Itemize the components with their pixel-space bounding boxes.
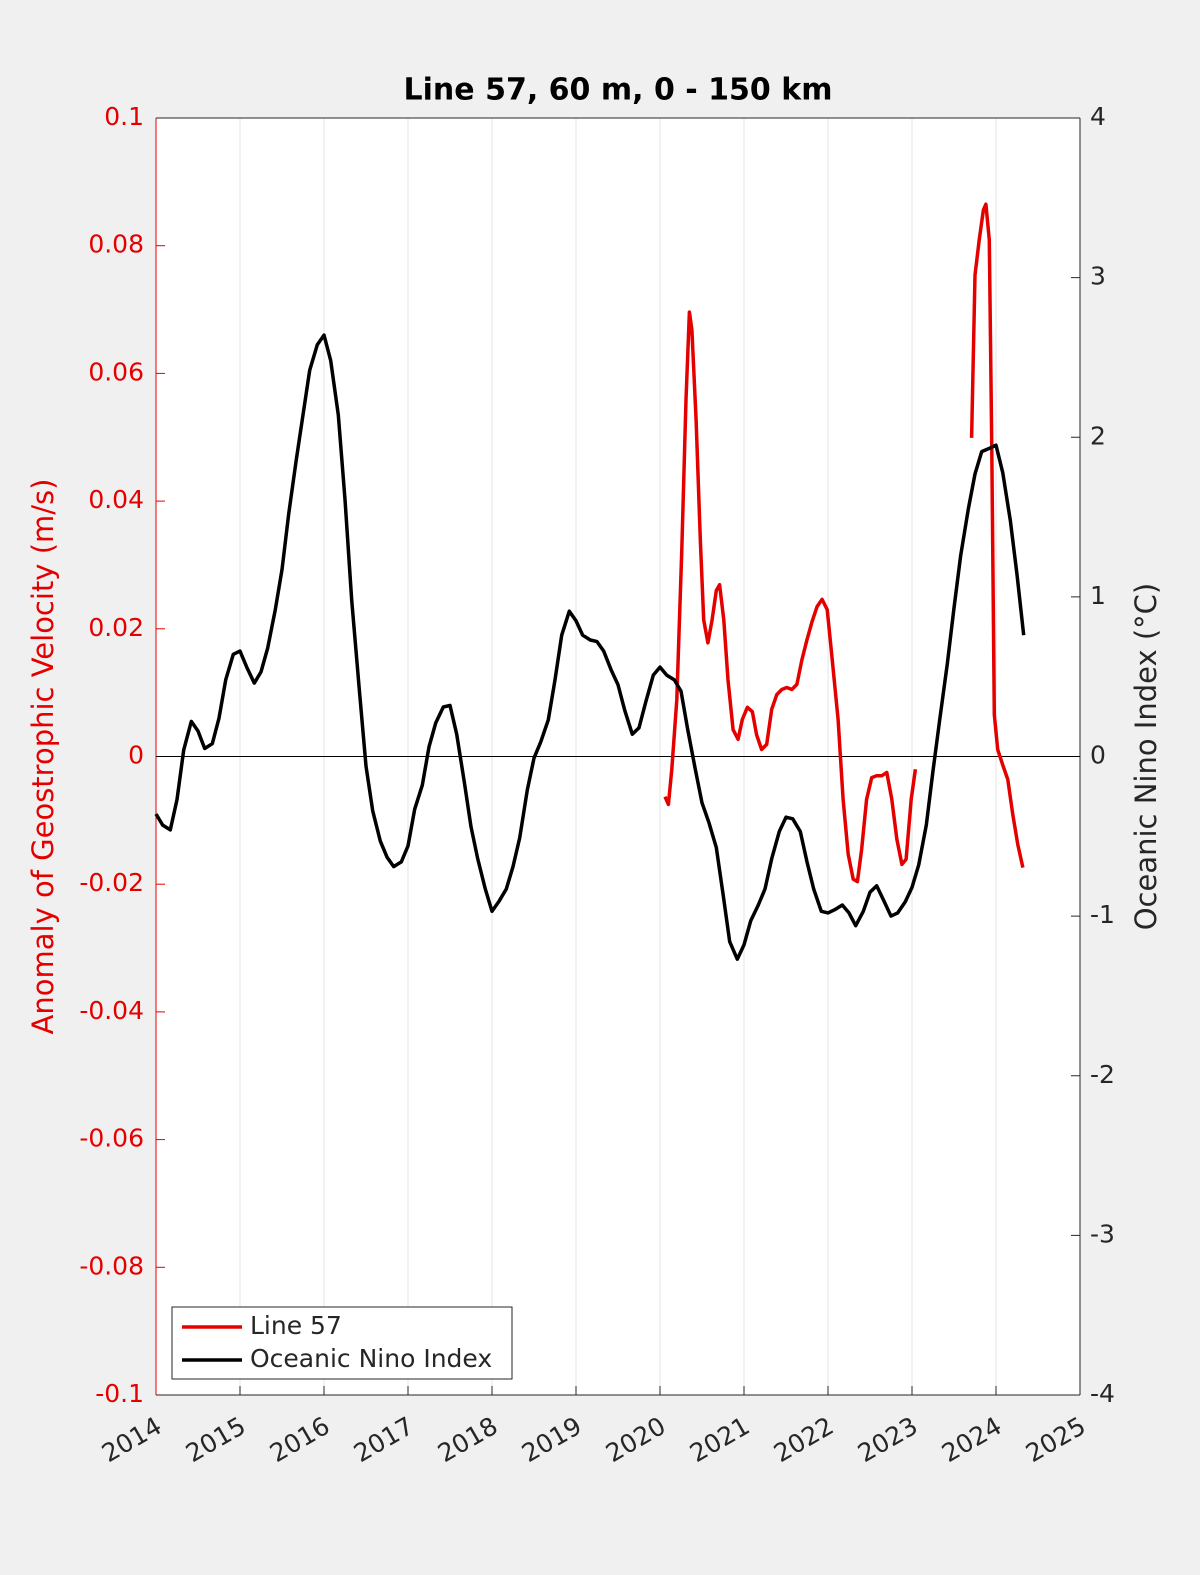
y2-tick-label: 3 xyxy=(1090,262,1106,291)
y-tick-label: 0 xyxy=(128,741,144,770)
x-tick-label: 2019 xyxy=(517,1411,587,1468)
legend-label: Oceanic Nino Index xyxy=(250,1344,492,1373)
chart-title: Line 57, 60 m, 0 - 150 km xyxy=(404,73,833,108)
y2-tick-label: -2 xyxy=(1090,1060,1115,1089)
x-tick-label: 2018 xyxy=(433,1411,503,1468)
x-tick-label: 2023 xyxy=(853,1411,923,1468)
data-line xyxy=(154,333,1026,961)
x-tick-label: 2022 xyxy=(769,1411,839,1468)
y-tick-label: 0.08 xyxy=(88,230,144,259)
x-tick-label: 2025 xyxy=(1021,1411,1091,1468)
y2-tick-label: 4 xyxy=(1090,102,1106,131)
x-tick-label: 2024 xyxy=(937,1411,1007,1468)
y-tick-label: 0.04 xyxy=(88,485,144,514)
y2-tick-label: -4 xyxy=(1090,1379,1115,1408)
y-tick-label: -0.06 xyxy=(79,1124,144,1153)
y-tick-label: 0.02 xyxy=(88,613,144,642)
y2-tick-label: 1 xyxy=(1090,581,1106,610)
y2-tick-label: -3 xyxy=(1090,1219,1115,1248)
y-tick-label: 0.06 xyxy=(88,357,144,386)
data-line xyxy=(663,202,1025,884)
y2-tick-label: 2 xyxy=(1090,421,1106,450)
legend-label: Line 57 xyxy=(250,1311,342,1340)
y-tick-label: -0.08 xyxy=(79,1251,144,1280)
y-tick-label: -0.1 xyxy=(95,1379,144,1408)
x-tick-label: 2015 xyxy=(181,1411,251,1468)
x-tick-label: 2020 xyxy=(601,1411,671,1468)
y2-axis-label: Oceanic Nino Index (°C) xyxy=(1129,583,1163,931)
x-tick-label: 2021 xyxy=(685,1411,755,1468)
y-tick-label: 0.1 xyxy=(104,102,144,131)
y-axis-label: Anomaly of Geostrophic Velocity (m/s) xyxy=(26,479,60,1035)
x-tick-label: 2016 xyxy=(265,1411,335,1468)
x-tick-label: 2014 xyxy=(97,1411,167,1468)
y2-tick-label: 0 xyxy=(1090,741,1106,770)
y-tick-label: -0.02 xyxy=(79,868,144,897)
x-tick-label: 2017 xyxy=(349,1411,419,1468)
y-tick-label: -0.04 xyxy=(79,996,144,1025)
legend-box xyxy=(171,1306,513,1380)
y2-tick-label: -1 xyxy=(1090,900,1115,929)
